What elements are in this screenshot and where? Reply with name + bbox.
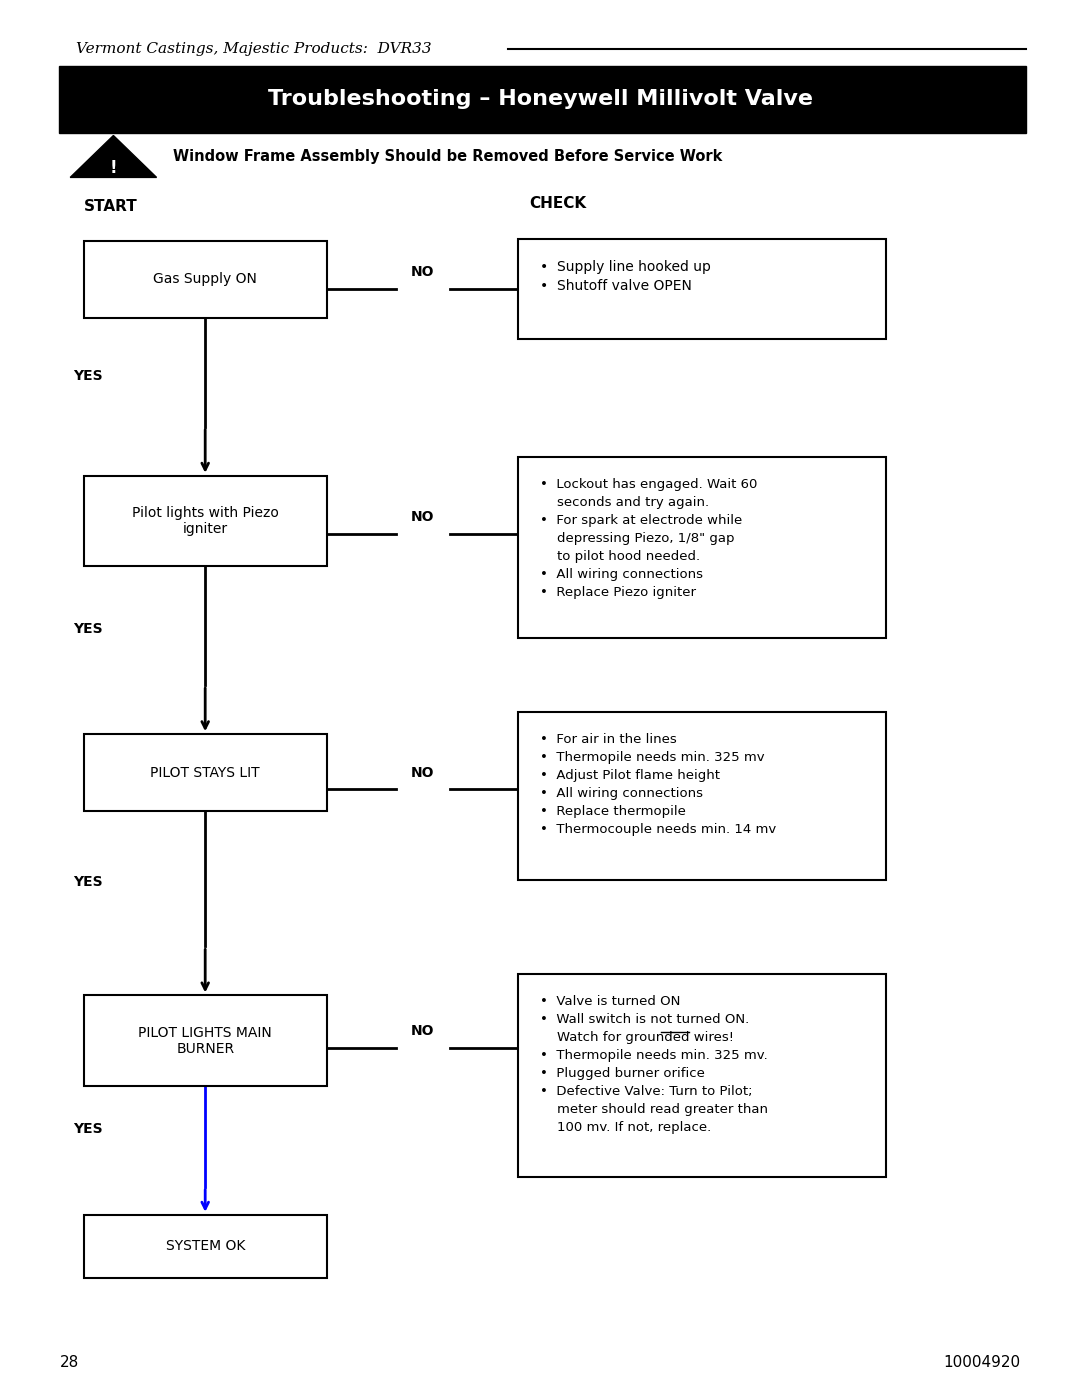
Text: YES: YES	[73, 369, 103, 383]
Text: YES: YES	[73, 875, 103, 890]
Text: 28: 28	[59, 1355, 79, 1369]
Text: YES: YES	[73, 622, 103, 637]
Text: NO: NO	[410, 510, 434, 524]
Text: NO: NO	[410, 1024, 434, 1038]
Text: Troubleshooting – Honeywell Millivolt Valve: Troubleshooting – Honeywell Millivolt Va…	[268, 89, 812, 109]
Text: NO: NO	[410, 766, 434, 780]
FancyBboxPatch shape	[518, 457, 886, 638]
Text: •  Valve is turned ON
•  Wall switch is not turned ON.
    Watch for grounded wi: • Valve is turned ON • Wall switch is no…	[540, 995, 768, 1134]
Text: Window Frame Assembly Should be Removed Before Service Work: Window Frame Assembly Should be Removed …	[173, 149, 723, 163]
Text: •  Supply line hooked up
•  Shutoff valve OPEN: • Supply line hooked up • Shutoff valve …	[540, 260, 711, 293]
FancyBboxPatch shape	[518, 712, 886, 880]
FancyBboxPatch shape	[84, 995, 326, 1087]
FancyBboxPatch shape	[518, 975, 886, 1176]
FancyBboxPatch shape	[59, 66, 1026, 133]
FancyBboxPatch shape	[84, 240, 326, 317]
FancyBboxPatch shape	[84, 735, 326, 810]
Text: PILOT STAYS LIT: PILOT STAYS LIT	[150, 766, 260, 780]
Text: CHECK: CHECK	[529, 197, 586, 211]
Polygon shape	[70, 136, 157, 177]
Text: Vermont Castings, Majestic Products:  DVR33: Vermont Castings, Majestic Products: DVR…	[76, 42, 431, 56]
Text: SYSTEM OK: SYSTEM OK	[165, 1239, 245, 1253]
Text: 10004920: 10004920	[944, 1355, 1021, 1369]
Text: NO: NO	[410, 265, 434, 279]
Text: START: START	[84, 198, 137, 214]
Text: Gas Supply ON: Gas Supply ON	[153, 272, 257, 286]
Text: •  For air in the lines
•  Thermopile needs min. 325 mv
•  Adjust Pilot flame he: • For air in the lines • Thermopile need…	[540, 733, 777, 837]
FancyBboxPatch shape	[84, 475, 326, 567]
Text: Pilot lights with Piezo
igniter: Pilot lights with Piezo igniter	[132, 506, 279, 536]
FancyBboxPatch shape	[518, 239, 886, 339]
Text: •  Lockout has engaged. Wait 60
    seconds and try again.
•  For spark at elect: • Lockout has engaged. Wait 60 seconds a…	[540, 478, 757, 599]
Text: !: !	[109, 159, 118, 176]
Text: PILOT LIGHTS MAIN
BURNER: PILOT LIGHTS MAIN BURNER	[138, 1025, 272, 1056]
Text: YES: YES	[73, 1122, 103, 1137]
FancyBboxPatch shape	[84, 1214, 326, 1277]
